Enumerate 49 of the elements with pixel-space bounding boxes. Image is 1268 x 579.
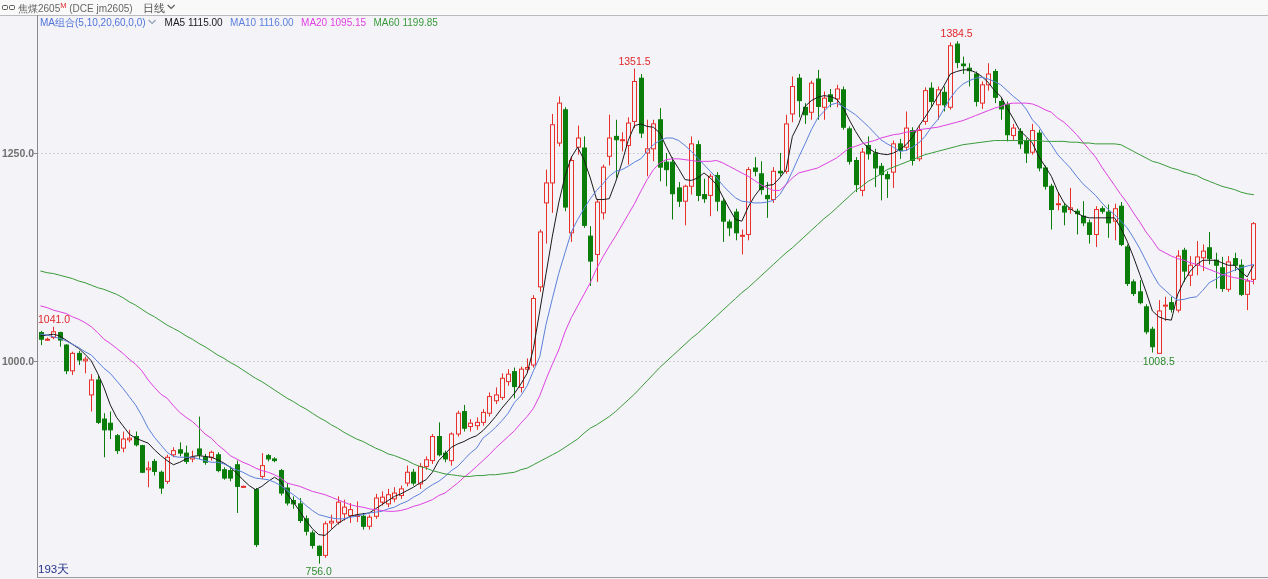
- candlestick: [942, 86, 947, 112]
- candlestick: [1182, 247, 1187, 283]
- annotation: 1351.5: [618, 54, 651, 67]
- y-tick-label: 1250.0: [1, 147, 35, 159]
- candlestick: [405, 465, 410, 487]
- candlestick: [822, 90, 827, 121]
- candlestick: [1056, 191, 1061, 211]
- candlestick: [797, 73, 802, 118]
- annotation: 193天: [38, 563, 70, 575]
- candlestick: [677, 181, 682, 208]
- candlestick: [456, 410, 461, 437]
- candlestick: [317, 544, 322, 565]
- candlestick: [576, 125, 581, 156]
- candlestick: [146, 460, 151, 488]
- candlestick: [260, 452, 265, 480]
- candlestick: [778, 152, 783, 177]
- candlestick: [512, 367, 517, 399]
- candlestick: [197, 416, 202, 460]
- y-tick-label: 1000.0: [1, 355, 35, 367]
- annotation: 756.0: [305, 564, 332, 577]
- candlestick: [765, 181, 770, 219]
- candlestick: [1220, 256, 1225, 293]
- candlestick: [708, 173, 713, 217]
- candlestick: [1163, 296, 1168, 322]
- candlestick: [1138, 279, 1143, 305]
- candlestick: [1245, 278, 1250, 311]
- annotation: 1008.5: [1142, 354, 1175, 367]
- chart-title: 焦煤2605$^{M}$ (DCE jm2605): [18, 0, 133, 14]
- candlestick: [955, 40, 960, 69]
- candlestick: [614, 119, 619, 179]
- candlestick: [89, 373, 94, 413]
- candlestick: [310, 529, 315, 550]
- candlestick: [159, 470, 164, 495]
- candlestick: [753, 156, 758, 177]
- candlestick: [929, 81, 934, 108]
- candlestick: [740, 228, 745, 255]
- candlestick: [115, 433, 120, 455]
- chart-subtitle: 日线: [142, 1, 165, 14]
- annotation: 1384.5: [940, 27, 973, 40]
- legend-title: MA组合(5,10,20,60,0,0): [40, 17, 146, 28]
- candlestick: [70, 351, 75, 376]
- candlestick: [1062, 202, 1067, 226]
- candlestick: [734, 208, 739, 241]
- candlestick: [607, 114, 612, 166]
- candlestick: [1207, 231, 1212, 265]
- candlestick: [462, 404, 467, 433]
- legend: MA5 1115.00 MA10 1116.00 MA20 1095.15 MA60 1199.85: [164, 17, 438, 28]
- annotation: 1041.0: [38, 312, 71, 325]
- candlestick: [835, 84, 840, 108]
